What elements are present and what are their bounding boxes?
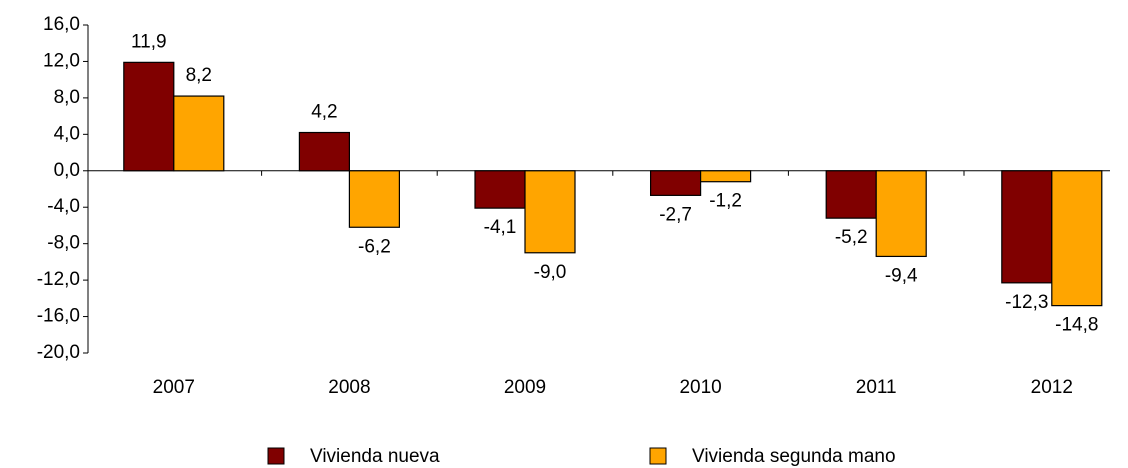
data-label: 11,9 bbox=[131, 31, 167, 52]
legend-swatch bbox=[267, 447, 285, 465]
data-label: 8,2 bbox=[186, 65, 212, 86]
data-label: -1,2 bbox=[709, 191, 742, 212]
x-tick-label: 2010 bbox=[679, 377, 721, 398]
x-tick-label: 2012 bbox=[1031, 377, 1073, 398]
data-label: 4,2 bbox=[311, 102, 337, 123]
bar bbox=[825, 170, 877, 219]
bar bbox=[649, 170, 702, 196]
y-tick-label: 0,0 bbox=[54, 160, 80, 181]
y-tick-label: 16,0 bbox=[43, 14, 80, 35]
x-tick-label: 2007 bbox=[153, 377, 195, 398]
data-label: -2,7 bbox=[659, 204, 692, 225]
bar bbox=[524, 170, 576, 254]
bar bbox=[875, 170, 927, 258]
data-label: -9,4 bbox=[885, 265, 918, 286]
data-label: -9,0 bbox=[534, 262, 567, 283]
bar bbox=[173, 95, 225, 172]
y-tick-label: -12,0 bbox=[37, 269, 80, 290]
data-label: -12,3 bbox=[1005, 292, 1048, 313]
bar bbox=[123, 61, 175, 172]
bar bbox=[1001, 170, 1053, 284]
x-tick-label: 2011 bbox=[856, 377, 897, 398]
bar bbox=[348, 170, 400, 228]
data-label: -6,2 bbox=[358, 236, 391, 257]
bar bbox=[699, 170, 752, 183]
bar bbox=[1051, 170, 1103, 307]
data-label: -4,1 bbox=[484, 217, 517, 238]
bar bbox=[298, 131, 350, 172]
y-tick-label: 4,0 bbox=[54, 123, 80, 144]
legend-swatch bbox=[649, 447, 667, 465]
y-tick-label: 12,0 bbox=[43, 50, 80, 71]
data-label: -5,2 bbox=[835, 227, 868, 248]
x-tick-label: 2008 bbox=[328, 377, 370, 398]
y-tick-label: -4,0 bbox=[47, 196, 80, 217]
legend-label: Vivienda nueva bbox=[310, 446, 440, 467]
legend-label: Vivienda segunda mano bbox=[692, 446, 896, 467]
y-tick-label: -8,0 bbox=[47, 233, 80, 254]
data-label: -14,8 bbox=[1055, 315, 1098, 336]
x-tick-label: 2009 bbox=[504, 377, 546, 398]
y-tick-label: -20,0 bbox=[37, 342, 80, 363]
bar bbox=[474, 170, 526, 209]
y-tick-label: -16,0 bbox=[37, 306, 80, 327]
y-tick-label: 8,0 bbox=[54, 87, 80, 108]
